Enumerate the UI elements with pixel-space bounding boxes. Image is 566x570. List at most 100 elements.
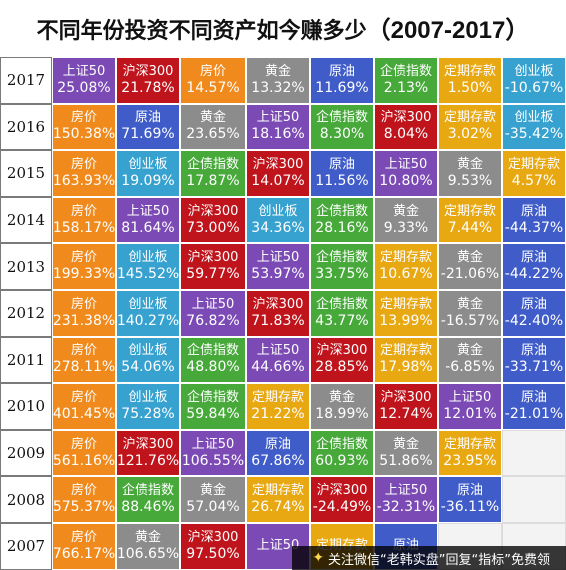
chart-title: 不同年份投资不同资产如今赚多少（2007-2017） xyxy=(0,10,566,50)
return-value: 106.55% xyxy=(181,452,245,469)
asset-return-cell: 沪深300 97.50% xyxy=(180,523,246,570)
asset-name: 沪深300 xyxy=(252,296,304,312)
asset-return-cell: 原油 -33.71% xyxy=(502,336,566,384)
asset-return-cell: 原油 67.86% xyxy=(246,429,310,477)
wechat-icon: ✦ xyxy=(312,550,325,566)
year-label: 2013 xyxy=(0,243,52,290)
return-value: 97.50% xyxy=(186,545,240,562)
asset-return-cell: 原油 71.69% xyxy=(116,103,180,151)
asset-return-cell: 沪深300 21.78% xyxy=(116,57,180,104)
return-value: -6.85% xyxy=(445,359,495,376)
asset-name: 企债指数 xyxy=(121,483,174,499)
return-value: 28.85% xyxy=(315,359,369,376)
table-row: 2010 房价 401.45% 创业板 75.28% 企债指数 59.84% 定期存款 21.2… xyxy=(0,383,566,430)
return-value: -32.31% xyxy=(376,499,436,516)
return-value: 81.64% xyxy=(121,219,175,236)
asset-name: 原油 xyxy=(520,389,547,405)
asset-return-cell: 沪深300 -24.49% xyxy=(310,476,374,523)
return-value: 23.65% xyxy=(186,126,240,143)
year-label: 2011 xyxy=(0,336,52,384)
asset-name: 定期存款 xyxy=(251,389,304,405)
table-row: 2013 房价 199.33% 创业板 145.52% 沪深300 59.77% 上证50 53… xyxy=(0,243,566,290)
table-row: 2011 房价 278.11% 创业板 54.06% 企债指数 48.80% 上证50 44.6… xyxy=(0,336,566,384)
return-value: 21.78% xyxy=(121,79,175,96)
return-value: 76.82% xyxy=(186,312,240,329)
return-value: 11.56% xyxy=(315,172,369,189)
year-label: 2010 xyxy=(0,383,52,430)
asset-name: 定期存款 xyxy=(507,156,560,172)
return-value: 54.06% xyxy=(121,359,175,376)
return-value: 88.46% xyxy=(121,499,175,516)
asset-return-cell: 定期存款 10.67% xyxy=(374,243,438,290)
asset-name: 创业板 xyxy=(128,343,168,359)
asset-name: 企债指数 xyxy=(315,110,368,126)
return-value: -16.57% xyxy=(440,312,500,329)
asset-return-cell: 房价 158.17% xyxy=(52,196,116,244)
asset-name: 创业板 xyxy=(128,250,168,266)
asset-name: 企债指数 xyxy=(379,63,432,79)
return-value: 25.08% xyxy=(57,79,111,96)
asset-name: 创业板 xyxy=(514,63,554,79)
return-value: 575.37% xyxy=(52,499,116,516)
return-value: 43.77% xyxy=(315,312,369,329)
return-value: 14.07% xyxy=(251,172,305,189)
asset-return-cell: 企债指数 17.87% xyxy=(180,150,246,197)
asset-return-cell: 沪深300 121.76% xyxy=(116,429,180,477)
empty-cell xyxy=(502,476,566,523)
asset-name: 黄金 xyxy=(328,389,355,405)
year-label: 2012 xyxy=(0,290,52,337)
return-value: 10.67% xyxy=(379,266,433,283)
asset-name: 房价 xyxy=(70,156,97,172)
asset-name: 沪深300 xyxy=(187,203,239,219)
table-row: 2014 房价 158.17% 上证50 81.64% 沪深300 73.00% 创业板 34.… xyxy=(0,196,566,244)
asset-name: 房价 xyxy=(70,250,97,266)
return-value: 33.75% xyxy=(315,266,369,283)
asset-name: 企债指数 xyxy=(186,389,239,405)
return-value: 71.69% xyxy=(121,126,175,143)
asset-return-cell: 沪深300 73.00% xyxy=(180,196,246,244)
asset-return-cell: 上证50 53.97% xyxy=(246,243,310,290)
return-value: 18.16% xyxy=(251,126,305,143)
asset-name: 黄金 xyxy=(392,203,419,219)
asset-return-cell: 黄金 9.33% xyxy=(374,196,438,244)
asset-return-cell: 房价 14.57% xyxy=(180,57,246,104)
asset-return-cell: 创业板 54.06% xyxy=(116,336,180,384)
asset-name: 房价 xyxy=(70,110,97,126)
asset-return-cell: 沪深300 28.85% xyxy=(310,336,374,384)
asset-name: 沪深300 xyxy=(252,156,304,172)
asset-return-cell: 企债指数 88.46% xyxy=(116,476,180,523)
return-value: 59.77% xyxy=(186,266,240,283)
return-value: 53.97% xyxy=(251,266,305,283)
year-label: 2017 xyxy=(0,57,52,104)
asset-return-cell: 原油 11.56% xyxy=(310,150,374,197)
return-value: 199.33% xyxy=(52,266,116,283)
asset-name: 沪深300 xyxy=(316,343,368,359)
return-value: 71.83% xyxy=(251,312,305,329)
asset-name: 原油 xyxy=(520,203,547,219)
return-value: 9.53% xyxy=(447,172,493,189)
asset-return-cell: 房价 163.93% xyxy=(52,150,116,197)
asset-return-cell: 企债指数 28.16% xyxy=(310,196,374,244)
asset-return-cell: 原油 11.69% xyxy=(310,57,374,104)
asset-name: 企债指数 xyxy=(315,436,368,452)
return-value: 145.52% xyxy=(116,266,180,283)
return-value: 150.38% xyxy=(52,126,116,143)
asset-return-cell: 房价 561.16% xyxy=(52,429,116,477)
return-value: 21.22% xyxy=(251,405,305,422)
return-value: 13.32% xyxy=(251,79,305,96)
asset-name: 上证50 xyxy=(62,63,106,79)
asset-return-cell: 企债指数 8.30% xyxy=(310,103,374,151)
asset-return-cell: 上证50 18.16% xyxy=(246,103,310,151)
asset-name: 原油 xyxy=(328,156,355,172)
asset-return-cell: 企债指数 43.77% xyxy=(310,290,374,337)
year-label: 2008 xyxy=(0,476,52,523)
asset-name: 原油 xyxy=(520,250,547,266)
asset-name: 定期存款 xyxy=(443,436,496,452)
return-value: 7.44% xyxy=(447,219,493,236)
return-value: 23.95% xyxy=(443,452,497,469)
return-value: -33.71% xyxy=(504,359,564,376)
asset-return-cell: 定期存款 26.74% xyxy=(246,476,310,523)
asset-name: 上证50 xyxy=(256,110,300,126)
asset-name: 企债指数 xyxy=(315,296,368,312)
